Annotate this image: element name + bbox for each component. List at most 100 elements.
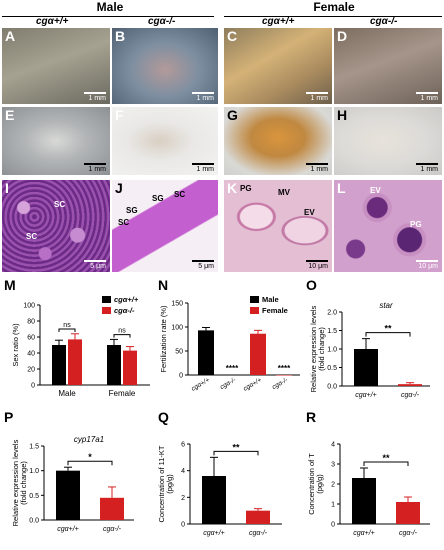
- annotation-j-1: SG: [152, 194, 164, 203]
- y-axis-label: Relative expression levels: [309, 305, 318, 392]
- x-tick-label: cgα-/-: [401, 392, 420, 399]
- y-axis-label: Concentration of 11-KT: [157, 445, 166, 522]
- bar: [352, 478, 376, 524]
- y-tick-label: 1.0: [29, 468, 39, 475]
- panel-label-g: G: [227, 107, 238, 123]
- significance-label: *: [88, 452, 92, 462]
- panel-label-c: C: [227, 28, 238, 44]
- header-female: Female: [313, 0, 355, 14]
- y-tick-label: 2: [181, 495, 185, 502]
- bar: [398, 384, 422, 386]
- y-tick-label: 3: [331, 462, 335, 469]
- x-tick-label: Female: [109, 389, 136, 398]
- x-tick-label: cgα+/+: [355, 392, 377, 399]
- annotation-j-3: SG: [126, 206, 138, 215]
- legend-label: cgα+/+: [114, 295, 139, 304]
- header-female-ko: cgα-/-: [370, 16, 398, 27]
- header-male-ko: cgα-/-: [148, 16, 176, 27]
- legend-label: cgα-/-: [114, 306, 135, 315]
- significance-label: ****: [226, 364, 239, 373]
- panel-label-j: J: [115, 180, 123, 196]
- x-tick-label: Male: [58, 389, 76, 398]
- bar: [354, 349, 378, 386]
- x-tick-label: cgα-/-: [249, 530, 268, 537]
- y-tick-label: 40: [27, 351, 35, 358]
- bar: [123, 350, 137, 385]
- photo-panel-g: G 1 mm: [224, 107, 332, 175]
- significance-label: ns: [63, 322, 71, 329]
- x-tick-label: cgα-/-: [271, 376, 290, 391]
- star-expression-chart: 0.0 0.5 1.0 1.5 2.0 Relative expression level…: [309, 301, 430, 399]
- y-tick-label: 150: [171, 301, 183, 308]
- scale-bar-i: 5 μm: [84, 260, 106, 270]
- panel-label-d: D: [337, 28, 348, 44]
- x-tick-label: cgα+/+: [190, 377, 211, 393]
- x-tick-label: cgα+/+: [203, 530, 225, 537]
- photo-panel-d: D 1 mm: [334, 28, 442, 104]
- y-tick-label: 0: [31, 383, 35, 390]
- photo-panel-e: E 1 mm: [2, 107, 110, 175]
- y-tick-label: 1: [331, 502, 335, 509]
- y-tick-label: 0: [179, 373, 183, 380]
- y-tick-label: 2.0: [327, 310, 337, 317]
- y-tick-label: 100: [171, 325, 183, 332]
- significance-label: **: [232, 442, 240, 452]
- panel-label-k: K: [227, 180, 238, 196]
- photo-panel-f: F 1 mm: [112, 107, 218, 175]
- y-tick-label: 4: [181, 468, 185, 475]
- panel-label-a: A: [5, 28, 16, 44]
- panel-label-l: L: [337, 180, 346, 196]
- bar: [276, 375, 292, 376]
- y-axis-label-unit: (pg/g): [315, 474, 324, 494]
- y-tick-label: 1.5: [327, 328, 337, 335]
- significance-bracket: [363, 461, 409, 466]
- x-tick-label: cgα+/+: [57, 526, 79, 533]
- y-axis-label-unit: (pg/g): [165, 474, 174, 494]
- y-tick-label: 0.5: [327, 365, 337, 372]
- annotation-i-1: SC: [54, 200, 66, 209]
- 11kt-concentration-chart: 0 2 4 6 Concentration of 11-KT (pg/g) cgα+/+ cg…: [157, 442, 282, 537]
- annotation-l-1: EV: [370, 186, 381, 195]
- chart-label-n: N: [158, 277, 169, 293]
- y-tick-label: 0.5: [29, 493, 39, 500]
- y-tick-label: 0.0: [327, 384, 337, 391]
- y-tick-label: 1.0: [327, 347, 337, 354]
- significance-bracket: [113, 334, 131, 338]
- scale-bar-f: 1 mm: [192, 163, 214, 173]
- y-axis-label: Relative expression levels: [11, 439, 20, 526]
- panel-label-f: F: [115, 107, 124, 123]
- panel-label-b: B: [115, 28, 126, 44]
- legend-swatch: [102, 307, 111, 314]
- y-tick-label: 0: [181, 522, 185, 529]
- header-male: Male: [96, 0, 124, 14]
- x-tick-label: cgα-/-: [399, 530, 418, 537]
- photo-panel-c: C 1 mm: [224, 28, 332, 104]
- y-tick-label: 0.0: [29, 518, 39, 525]
- chart-label-r: R: [306, 409, 317, 425]
- significance-label: ****: [278, 364, 291, 373]
- photo-panel-b: B 1 mm: [112, 28, 218, 104]
- bar: [52, 345, 66, 385]
- legend-label: Male: [262, 295, 279, 304]
- bar: [198, 330, 214, 375]
- header-rule-female: [224, 16, 442, 17]
- legend-swatch: [102, 296, 111, 303]
- y-tick-label: 6: [181, 442, 185, 449]
- chart-label-q: Q: [158, 409, 169, 425]
- cyp17a1-expression-chart: 0.0 0.5 1.0 1.5 Relative expression levels (f…: [11, 435, 134, 533]
- annotation-j-4: SC: [118, 218, 130, 227]
- y-tick-label: 0: [331, 522, 335, 529]
- scale-bar-h: 1 mm: [416, 163, 438, 173]
- significance-bracket: [58, 328, 76, 332]
- y-axis-label-unit: (fold change): [19, 461, 28, 505]
- bar: [100, 497, 124, 520]
- y-tick-label: 50: [175, 349, 183, 356]
- scale-bar-l: 10 μm: [416, 260, 438, 270]
- annotation-k-3: EV: [304, 208, 315, 217]
- scale-bar-e: 1 mm: [84, 163, 106, 173]
- chart-label-m: M: [4, 277, 16, 293]
- y-tick-label: 4: [331, 442, 335, 449]
- bar: [107, 345, 121, 385]
- scale-bar-d: 1 mm: [416, 92, 438, 102]
- panel-label-h: H: [337, 107, 348, 123]
